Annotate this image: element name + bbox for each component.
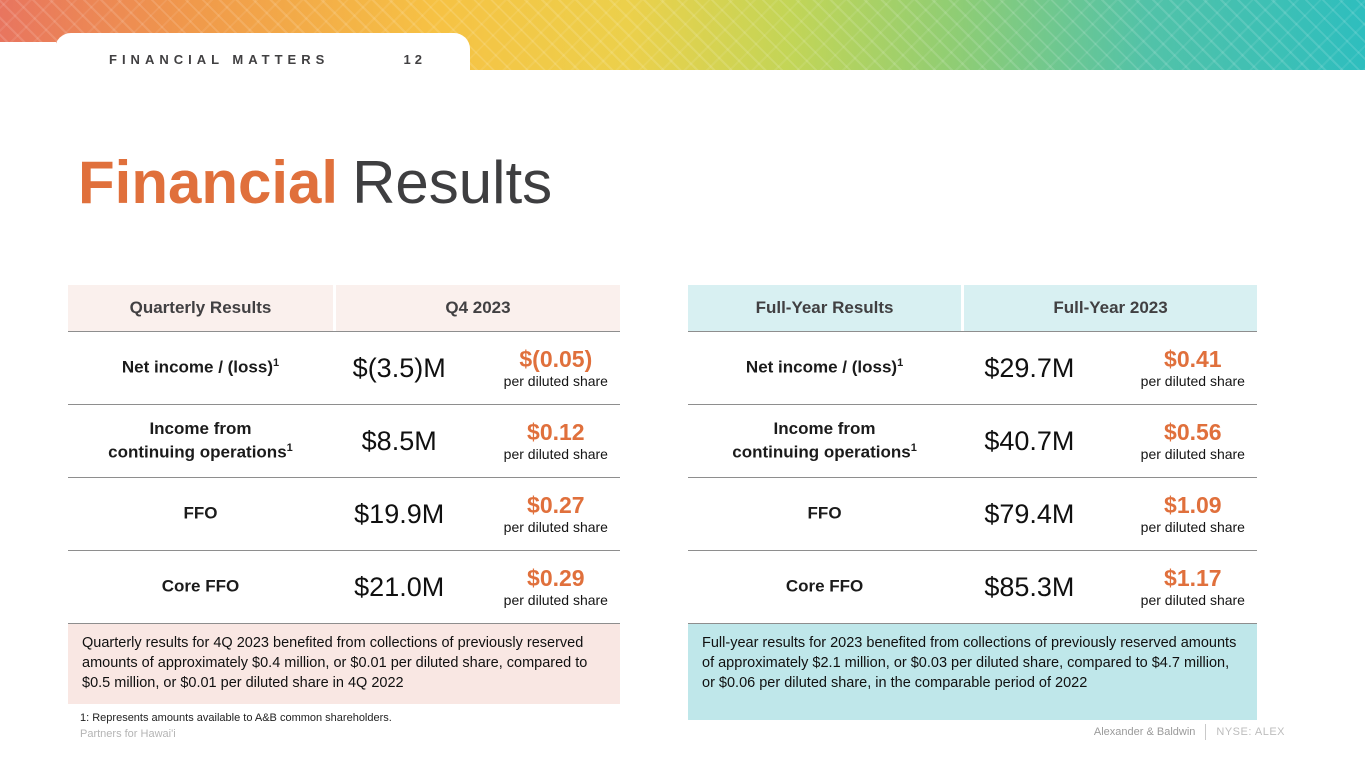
table-row: FFO $79.4M $1.09 per diluted share [688, 478, 1257, 551]
row-value: $29.7M [984, 352, 1075, 383]
banner-corner-patch [0, 42, 56, 70]
row-label: Income from continuing operations1 [688, 418, 961, 465]
row-per-share: $1.17 per diluted share [1098, 564, 1257, 609]
row-value: $8.5M [361, 425, 437, 456]
per-share-value: $0.41 [1164, 345, 1222, 372]
row-per-share: $0.41 per diluted share [1098, 345, 1257, 390]
per-share-caption: per diluted share [1140, 446, 1245, 463]
quarterly-results-table: Quarterly Results Q4 2023 Net income / (… [68, 285, 620, 704]
per-share-block: $(0.05) per diluted share [503, 345, 608, 390]
table-row: Net income / (loss)1 $(3.5)M $(0.05) per… [68, 332, 620, 405]
row-value: $40.7M [984, 425, 1075, 456]
row-label-text: Net income / (loss) [121, 357, 273, 377]
page-title-rest: Results [352, 149, 553, 216]
per-share-value: $0.12 [527, 418, 585, 445]
row-label-text: Income from continuing operations [108, 418, 287, 462]
per-share-block: $0.56 per diluted share [1140, 418, 1245, 463]
per-share-caption: per diluted share [503, 519, 608, 536]
row-label: Income from continuing operations1 [68, 418, 333, 465]
footer-divider [1205, 724, 1207, 740]
full-year-note: Full-year results for 2023 benefited fro… [688, 624, 1257, 720]
row-label-text: Net income / (loss) [745, 357, 898, 377]
row-per-share: $0.12 per diluted share [465, 418, 620, 463]
row-value: $19.9M [354, 498, 445, 529]
row-per-share: $0.27 per diluted share [465, 491, 620, 536]
per-share-caption: per diluted share [1140, 592, 1245, 609]
row-value: $85.3M [984, 571, 1075, 602]
per-share-value: $0.56 [1164, 418, 1222, 445]
per-share-block: $0.29 per diluted share [503, 564, 608, 609]
footer-brand: Alexander & Baldwin NYSE: ALEX [1094, 724, 1285, 740]
per-share-value: $1.17 [1164, 564, 1222, 591]
per-share-caption: per diluted share [503, 446, 608, 463]
per-share-caption: per diluted share [1140, 373, 1245, 390]
section-tab: FINANCIAL MATTERS 12 [55, 33, 470, 78]
footer-tagline: Partners for Hawai'i [80, 728, 176, 740]
per-share-caption: per diluted share [503, 592, 608, 609]
per-share-caption: per diluted share [1140, 519, 1245, 536]
row-label: FFO [688, 502, 961, 526]
page-title: Financial Results [78, 150, 552, 216]
per-share-value: $1.09 [1164, 491, 1222, 518]
row-per-share: $1.09 per diluted share [1098, 491, 1257, 536]
footnote-marker: 1 [910, 441, 917, 454]
row-value: $21.0M [354, 571, 445, 602]
row-label-text: FFO [807, 503, 842, 523]
page-title-accent: Financial [78, 149, 339, 216]
footer-ticker: NYSE: ALEX [1216, 726, 1285, 738]
table-row: Core FFO $85.3M $1.17 per diluted share [688, 551, 1257, 624]
footnote: 1: Represents amounts available to A&B c… [80, 712, 392, 724]
quarterly-note: Quarterly results for 4Q 2023 benefited … [68, 624, 620, 704]
quarterly-table-header: Quarterly Results Q4 2023 [68, 285, 620, 332]
row-value: $79.4M [984, 498, 1075, 529]
per-share-caption: per diluted share [503, 373, 608, 390]
page-number: 12 [403, 52, 426, 67]
row-per-share: $0.29 per diluted share [465, 564, 620, 609]
full-year-results-table: Full-Year Results Full-Year 2023 Net inc… [688, 285, 1257, 720]
quarterly-header-label: Quarterly Results [68, 285, 333, 331]
footer-company-name: Alexander & Baldwin [1093, 726, 1196, 738]
per-share-block: $0.12 per diluted share [503, 418, 608, 463]
table-row: FFO $19.9M $0.27 per diluted share [68, 478, 620, 551]
row-per-share: $0.56 per diluted share [1098, 418, 1257, 463]
row-label: Core FFO [688, 575, 961, 599]
full-year-header-period: Full-Year 2023 [964, 285, 1257, 331]
full-year-table-header: Full-Year Results Full-Year 2023 [688, 285, 1257, 332]
row-label: Net income / (loss)1 [688, 356, 961, 380]
row-label: Net income / (loss)1 [68, 356, 333, 380]
row-value: $(3.5)M [352, 352, 446, 383]
footnote-marker: 1 [286, 441, 293, 454]
row-label-text: Core FFO [161, 576, 240, 596]
per-share-value: $0.27 [527, 491, 585, 518]
footnote-marker: 1 [897, 357, 904, 370]
row-label-text: Core FFO [785, 576, 864, 596]
per-share-block: $1.09 per diluted share [1140, 491, 1245, 536]
row-per-share: $(0.05) per diluted share [465, 345, 620, 390]
per-share-block: $0.27 per diluted share [503, 491, 608, 536]
per-share-value: $0.29 [527, 564, 585, 591]
per-share-value: $(0.05) [519, 345, 593, 372]
table-row: Net income / (loss)1 $29.7M $0.41 per di… [688, 332, 1257, 405]
row-label-text: FFO [183, 503, 218, 523]
per-share-block: $0.41 per diluted share [1140, 345, 1245, 390]
row-label: Core FFO [68, 575, 333, 599]
table-row: Core FFO $21.0M $0.29 per diluted share [68, 551, 620, 624]
row-label: FFO [68, 502, 333, 526]
quarterly-header-period: Q4 2023 [335, 285, 620, 331]
table-row: Income from continuing operations1 $8.5M… [68, 405, 620, 478]
table-row: Income from continuing operations1 $40.7… [688, 405, 1257, 478]
full-year-header-label: Full-Year Results [688, 285, 962, 331]
per-share-block: $1.17 per diluted share [1140, 564, 1245, 609]
section-tab-label: FINANCIAL MATTERS [109, 52, 330, 67]
footnote-marker: 1 [272, 357, 280, 370]
row-label-text: Income from continuing operations [732, 418, 911, 462]
